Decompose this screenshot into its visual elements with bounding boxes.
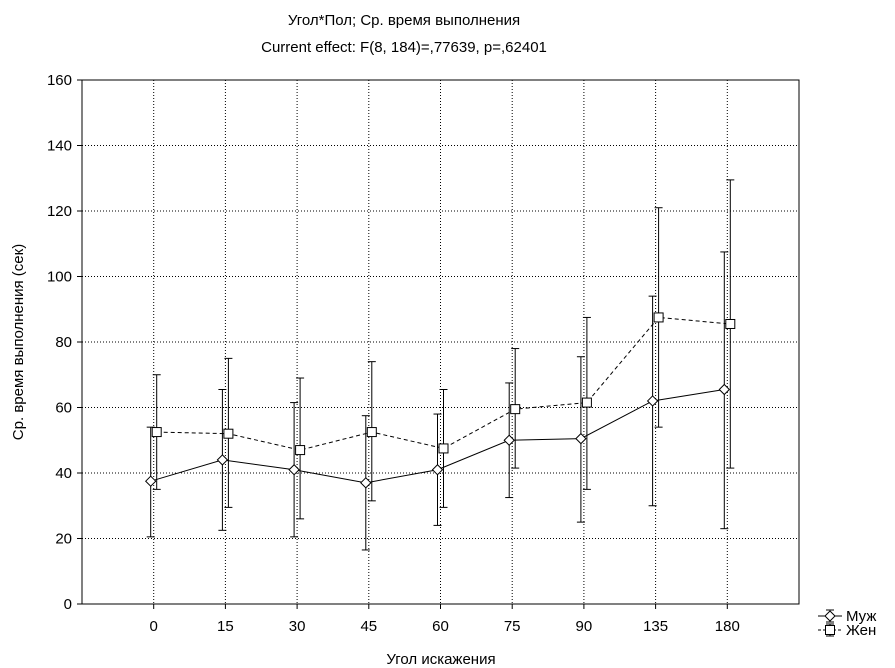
square-marker bbox=[438, 443, 449, 454]
y-tick-label: 100 bbox=[47, 269, 72, 286]
x-tick-label: 60 bbox=[432, 618, 449, 635]
y-axis: 0 20 40 60 80 100 120 140 160 bbox=[47, 72, 82, 613]
chart-subtitle: Current effect: F(8, 184)=,77639, p=,624… bbox=[261, 39, 547, 56]
square-marker bbox=[510, 404, 521, 415]
legend-item-1: Муж bbox=[818, 608, 876, 625]
x-tick-label: 0 bbox=[150, 618, 158, 635]
legend-label: Муж bbox=[846, 608, 876, 625]
square-marker bbox=[151, 427, 162, 438]
legend-marker bbox=[825, 625, 835, 635]
series-layer bbox=[144, 179, 736, 551]
x-tick-label: 30 bbox=[289, 618, 306, 635]
y-axis-label: Ср. время выполнения (сек) bbox=[10, 244, 27, 440]
square-marker bbox=[653, 312, 664, 323]
y-tick-label: 80 bbox=[55, 334, 72, 351]
y-tick-label: 0 bbox=[64, 596, 72, 613]
diamond-marker bbox=[503, 434, 515, 446]
diamond-marker bbox=[431, 464, 444, 476]
diamond-marker bbox=[216, 454, 229, 466]
series-2 bbox=[151, 179, 736, 520]
legend-label: Жен bbox=[846, 622, 876, 639]
square-marker bbox=[366, 427, 377, 438]
series-line bbox=[156, 316, 731, 451]
x-tick-label: 75 bbox=[504, 618, 521, 635]
x-tick-label: 135 bbox=[643, 618, 668, 635]
x-axis-label: Угол искажения bbox=[386, 651, 495, 668]
y-tick-label: 120 bbox=[47, 203, 72, 220]
series-1 bbox=[144, 251, 731, 551]
y-tick-label: 20 bbox=[55, 531, 72, 548]
square-marker bbox=[223, 428, 234, 439]
diamond-marker bbox=[575, 432, 587, 445]
x-tick-label: 15 bbox=[217, 618, 234, 635]
diamond-marker bbox=[718, 383, 731, 396]
y-tick-label: 140 bbox=[47, 138, 72, 155]
square-marker bbox=[581, 397, 592, 408]
chart-title: Угол*Пол; Ср. время выполнения bbox=[288, 12, 520, 29]
y-tick-label: 60 bbox=[55, 400, 72, 417]
grid bbox=[82, 80, 799, 604]
diamond-marker bbox=[144, 475, 157, 487]
square-marker bbox=[725, 318, 736, 329]
legend-item-2: Жен bbox=[818, 622, 876, 639]
square-marker bbox=[295, 445, 306, 456]
x-tick-label: 90 bbox=[576, 618, 593, 635]
x-axis: 0 15 30 45 60 75 90 135 180 bbox=[150, 604, 740, 635]
diamond-marker bbox=[288, 464, 300, 476]
diamond-marker bbox=[360, 477, 372, 489]
x-tick-label: 45 bbox=[360, 618, 377, 635]
y-tick-label: 40 bbox=[55, 465, 72, 482]
y-tick-label: 160 bbox=[47, 72, 72, 89]
legend-marker bbox=[824, 610, 836, 622]
x-tick-label: 180 bbox=[715, 618, 740, 635]
diamond-marker bbox=[646, 395, 659, 407]
